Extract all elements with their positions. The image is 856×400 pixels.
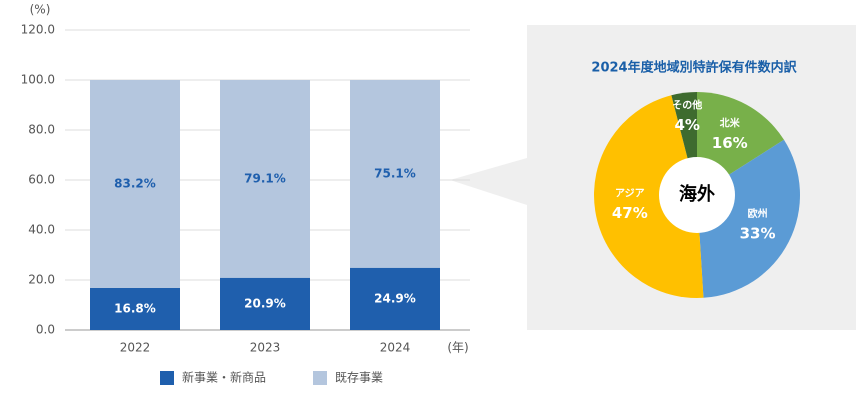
value-label: 79.1%	[244, 171, 286, 185]
y-tick-label: 100.0	[21, 73, 55, 87]
slice-value: 47%	[612, 204, 648, 222]
y-axis-label: (%)	[30, 3, 51, 17]
center-label: 海外	[679, 183, 715, 205]
donut-hole	[659, 157, 735, 233]
callout	[450, 158, 527, 205]
value-label: 20.9%	[244, 296, 286, 310]
value-label: 75.1%	[374, 166, 416, 180]
slice-value: 16%	[712, 134, 748, 152]
x-tick-label: 2024	[380, 341, 411, 355]
legend-label: 新事業・新商品	[182, 370, 266, 385]
bar-segment	[350, 267, 440, 330]
bar-segment	[90, 80, 180, 288]
slice-name: その他	[672, 99, 702, 112]
x-tick-label: 2022	[120, 341, 151, 355]
legend-swatch	[313, 371, 327, 385]
y-tick-label: 120.0	[21, 23, 55, 37]
pie-title: 2024年度地域別特許保有件数内訳	[591, 60, 797, 76]
y-tick-label: 80.0	[28, 123, 55, 137]
legend-label: 既存事業	[335, 371, 383, 385]
y-tick-label: 20.0	[28, 273, 55, 287]
legend-swatch	[160, 371, 174, 385]
value-label: 83.2%	[114, 177, 156, 191]
bar-segment	[220, 80, 310, 278]
bar-segment	[90, 288, 180, 330]
y-tick-label: 40.0	[28, 223, 55, 237]
slice-value: 4%	[674, 116, 699, 134]
value-label: 16.8%	[114, 302, 156, 316]
slice-value: 33%	[740, 224, 776, 242]
slice-name: アジア	[615, 188, 645, 200]
slice-name: 欧州	[748, 207, 768, 220]
value-label: 24.9%	[374, 291, 416, 305]
slice-name: 北米	[720, 116, 741, 129]
bar-segment	[350, 80, 440, 268]
y-tick-label: 0.0	[36, 323, 55, 337]
y-tick-label: 60.0	[28, 173, 55, 187]
bar-segment	[220, 277, 310, 330]
x-axis-label: (年)	[447, 341, 468, 355]
x-tick-label: 2023	[250, 341, 281, 355]
pie-slice	[593, 95, 704, 298]
